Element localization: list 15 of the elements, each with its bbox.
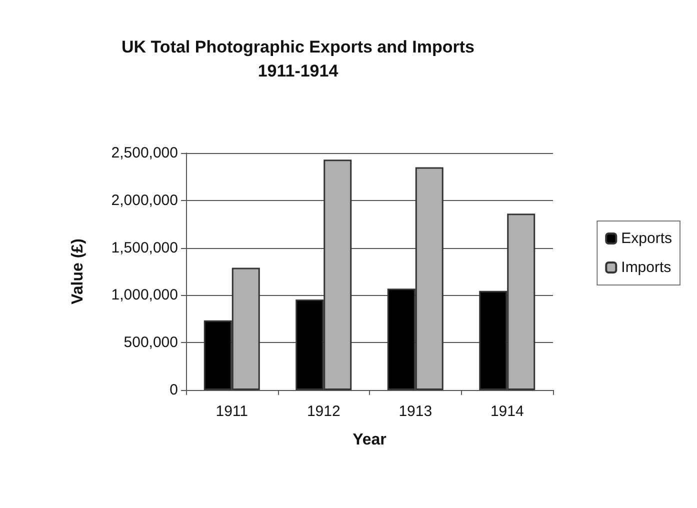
x-axis-title: Year	[352, 432, 386, 448]
x-tick-label: 1913	[398, 403, 432, 420]
y-tick-label: 1,500,000	[111, 239, 178, 256]
y-tick-label: 2,000,000	[111, 192, 178, 209]
x-tick-label: 1912	[306, 403, 340, 420]
y-tick-label: 2,500,000	[111, 144, 178, 162]
x-tick-label: 1914	[490, 403, 524, 420]
y-tick-label: 1,000,000	[111, 286, 178, 304]
chart-title: UK Total Photographic Exports and Imports 1911-1914	[122, 38, 474, 80]
x-tick-label: 1911	[216, 403, 248, 420]
y-tick-label: 0	[170, 382, 178, 398]
legend-label: Imports	[621, 259, 672, 276]
y-tick-label: 500,000	[124, 334, 178, 352]
legend-label: Exports	[621, 230, 672, 247]
y-axis-title: Value (£)	[70, 238, 86, 304]
